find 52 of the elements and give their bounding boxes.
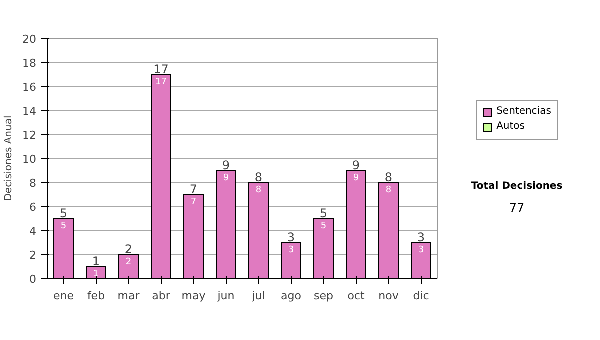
data-label: 8 xyxy=(386,186,392,196)
data-label: 7 xyxy=(190,198,197,208)
text: 77 xyxy=(508,200,526,217)
x-tick-label: oct xyxy=(348,290,366,302)
total-label: 5 xyxy=(320,206,328,220)
text: Total Decisiones xyxy=(471,180,563,194)
legend-label: Autos xyxy=(496,120,525,134)
y-tick-label: 16 xyxy=(22,81,37,94)
y-tick-label: 0 xyxy=(30,273,36,286)
y-tick-label: 18 xyxy=(22,57,37,70)
total-label: 2 xyxy=(124,242,133,256)
data-label: 3 xyxy=(288,246,294,256)
x-tick-label: sep xyxy=(314,290,334,302)
y-tick-label: 20 xyxy=(22,33,37,46)
total-label: 17 xyxy=(154,62,169,76)
x-tick-label: mar xyxy=(118,290,140,302)
total-label: 8 xyxy=(254,170,263,184)
data-label: 2 xyxy=(126,258,132,268)
data-label: 9 xyxy=(353,174,360,184)
data-label: 8 xyxy=(256,186,262,196)
data-label: 1 xyxy=(93,270,100,280)
total-label: 5 xyxy=(60,206,68,220)
y-tick-label: 10 xyxy=(22,153,37,166)
y-tick-label: 6 xyxy=(30,201,36,214)
data-label: 17 xyxy=(156,78,167,88)
data-label: 3 xyxy=(418,246,424,256)
x-tick-label: ene xyxy=(53,290,74,302)
total-label: 9 xyxy=(222,158,230,172)
data-label: 5 xyxy=(320,222,327,232)
y-tick-label: 4 xyxy=(30,225,36,238)
x-tick-label: jun xyxy=(216,290,235,302)
total-label: 3 xyxy=(417,230,426,244)
total-label: 3 xyxy=(287,230,296,244)
y-tick-label: 14 xyxy=(22,105,37,118)
data-label: 5 xyxy=(60,222,67,232)
y-tick-label: 8 xyxy=(30,177,36,190)
x-tick-label: abr xyxy=(152,290,171,302)
x-tick-label: may xyxy=(182,290,206,302)
x-tick-label: dic xyxy=(413,290,430,302)
x-tick-label: nov xyxy=(378,290,400,302)
total-label: 9 xyxy=(352,158,360,172)
y-tick-label: 12 xyxy=(22,129,37,142)
x-tick-label: jul xyxy=(251,290,266,302)
y-tick-label: 2 xyxy=(30,249,36,262)
total-label: 8 xyxy=(384,170,393,184)
x-tick-label: ago xyxy=(281,290,302,302)
total-label: 1 xyxy=(92,254,100,268)
data-label: 9 xyxy=(223,174,230,184)
legend-label: Sentencias xyxy=(496,105,552,119)
x-tick-label: feb xyxy=(87,290,106,302)
total-label: 7 xyxy=(190,182,198,196)
y-axis-title: Decisiones Anual xyxy=(4,116,15,202)
